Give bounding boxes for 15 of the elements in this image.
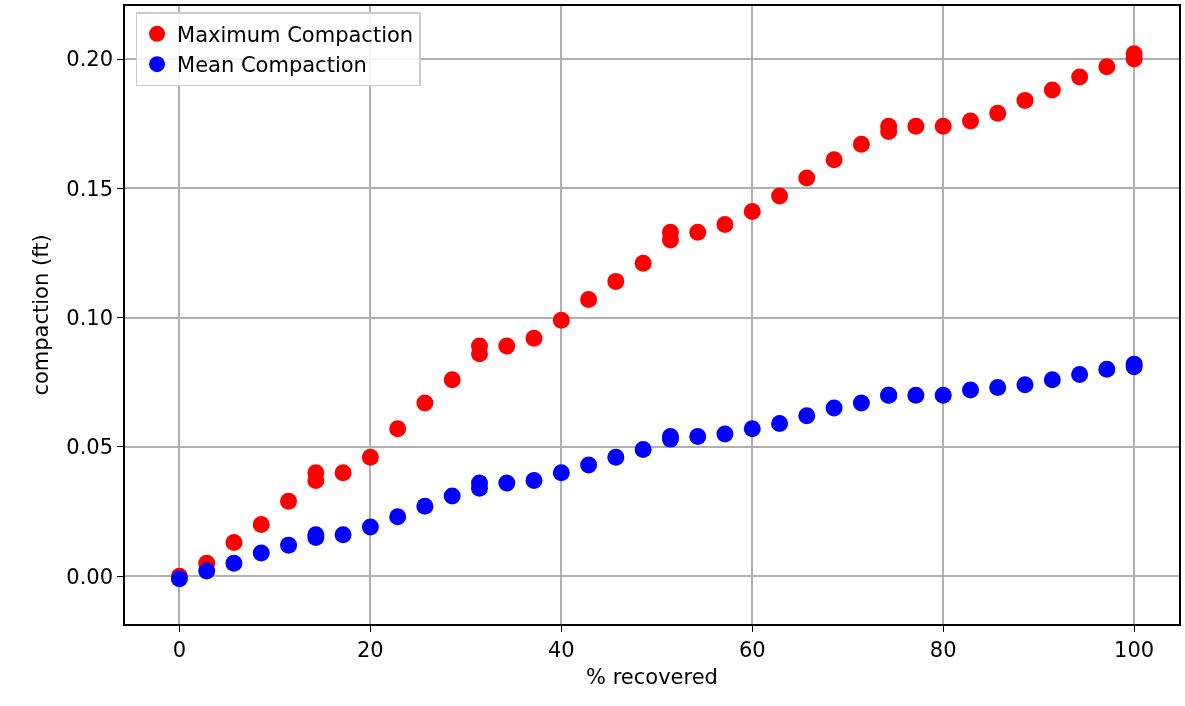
- x-axis-title: % recovered: [586, 664, 718, 689]
- y-tick-label: 0.20: [66, 47, 114, 72]
- legend-label: Maximum Compaction: [177, 23, 414, 48]
- y-tick-label: 0.00: [66, 564, 114, 589]
- x-tick-label: 80: [929, 637, 957, 662]
- x-tick-label: 20: [356, 637, 384, 662]
- y-tick-label: 0.05: [66, 435, 114, 460]
- legend-label: Mean Compaction: [177, 53, 367, 78]
- x-tick-label: 40: [547, 637, 575, 662]
- y-axis-title: compaction (ft): [28, 234, 53, 396]
- x-tick-label: 60: [738, 637, 766, 662]
- y-tick-label: 0.15: [66, 176, 114, 201]
- y-tick-label: 0.10: [66, 305, 114, 330]
- x-tick-label: 0: [172, 637, 187, 662]
- x-tick-label: 100: [1114, 637, 1155, 662]
